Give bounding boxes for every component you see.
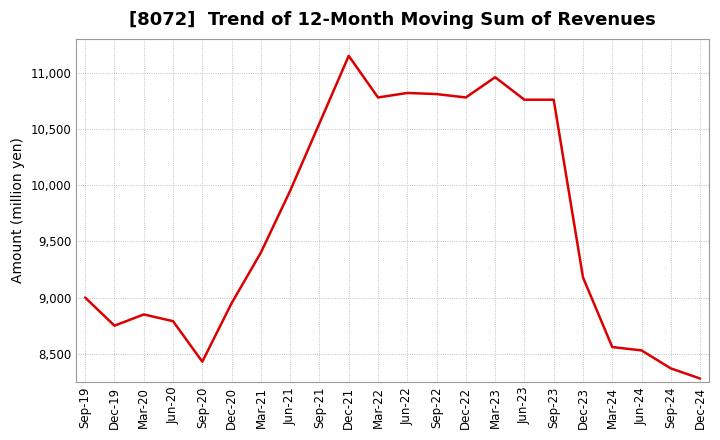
Title: [8072]  Trend of 12-Month Moving Sum of Revenues: [8072] Trend of 12-Month Moving Sum of R… bbox=[130, 11, 656, 29]
Y-axis label: Amount (million yen): Amount (million yen) bbox=[11, 138, 25, 283]
